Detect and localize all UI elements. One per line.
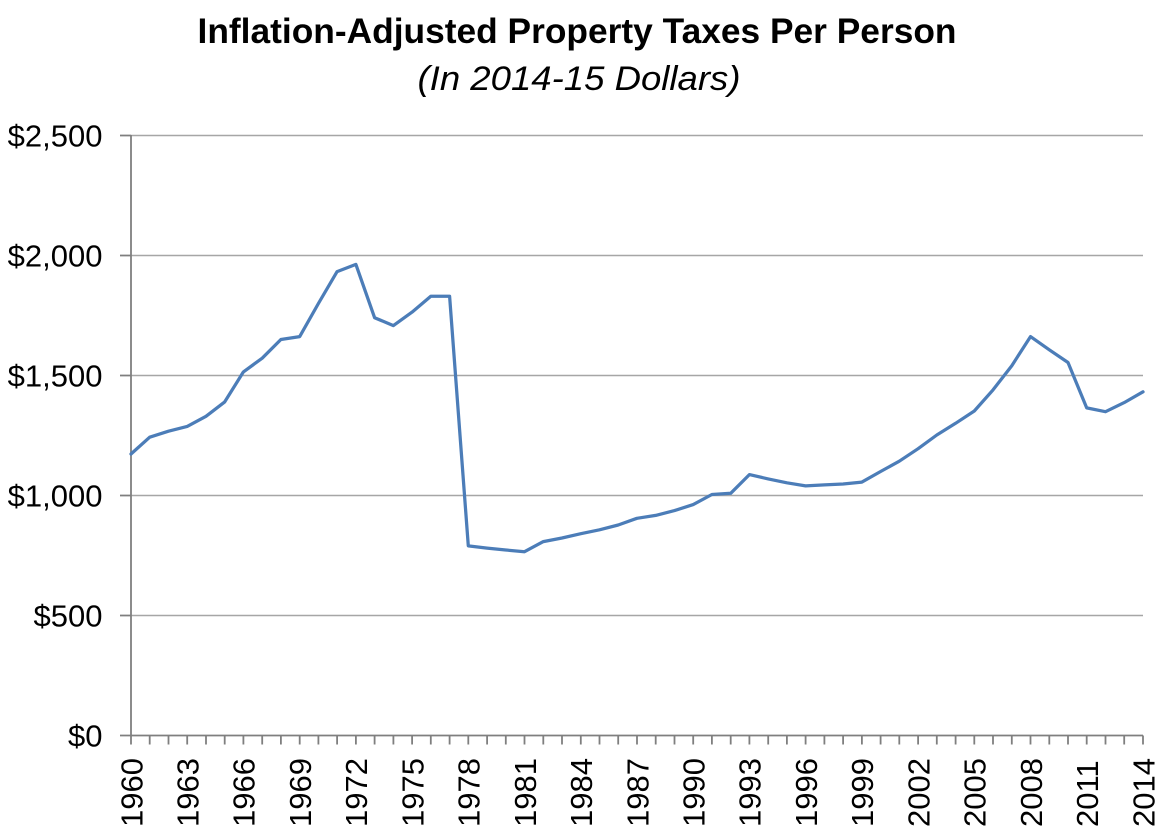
svg-text:1963: 1963 [171,758,206,827]
svg-text:1999: 1999 [845,758,880,827]
svg-text:2005: 2005 [958,758,993,827]
svg-text:1966: 1966 [227,758,262,827]
svg-text:$0: $0 [68,719,102,754]
svg-text:$500: $500 [34,599,103,634]
svg-text:1972: 1972 [339,758,374,827]
svg-text:$1,500: $1,500 [8,359,103,394]
svg-text:$2,000: $2,000 [8,239,103,274]
svg-text:2008: 2008 [1014,758,1049,827]
svg-text:1978: 1978 [452,758,487,827]
svg-text:1993: 1993 [733,758,768,827]
svg-text:$2,500: $2,500 [8,119,103,154]
svg-text:2002: 2002 [901,758,936,827]
svg-text:1990: 1990 [677,758,712,827]
svg-text:1981: 1981 [508,758,543,827]
svg-text:2014: 2014 [1126,758,1157,827]
svg-text:1984: 1984 [564,758,599,827]
svg-text:(In 2014-15 Dollars): (In 2014-15 Dollars) [418,60,741,98]
svg-text:1987: 1987 [620,758,655,827]
svg-text:1975: 1975 [395,758,430,827]
svg-text:$1,000: $1,000 [8,479,103,514]
svg-text:Inflation-Adjusted Property Ta: Inflation-Adjusted Property Taxes Per Pe… [198,12,957,51]
svg-text:1969: 1969 [283,758,318,827]
svg-text:1960: 1960 [114,758,149,827]
svg-text:1996: 1996 [789,758,824,827]
svg-text:2011: 2011 [1070,760,1105,827]
